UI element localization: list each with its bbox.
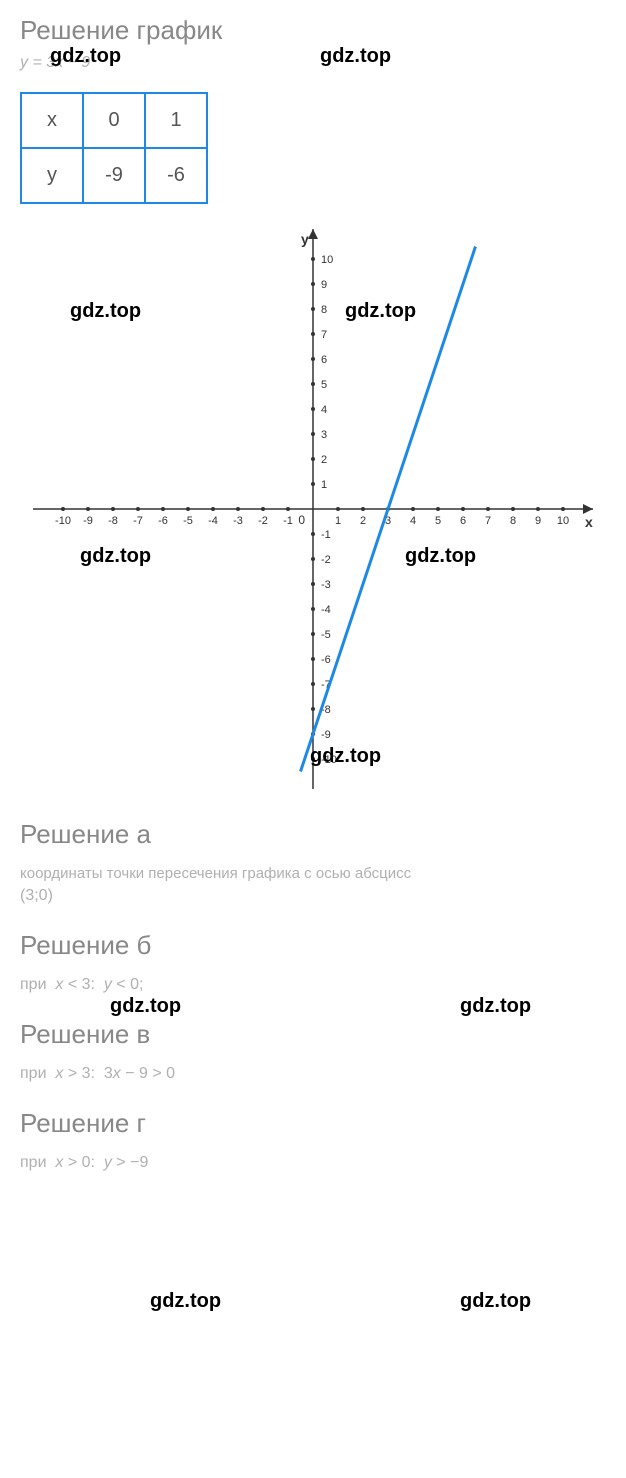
watermark: gdz.top <box>150 1290 221 1313</box>
solution-a-text: координаты точки пересечения графика с о… <box>20 865 606 882</box>
solution-g-heading: Решение г <box>20 1108 606 1139</box>
svg-text:8: 8 <box>510 515 516 527</box>
svg-text:-6: -6 <box>158 515 168 527</box>
svg-text:8: 8 <box>321 304 327 316</box>
svg-text:2: 2 <box>360 515 366 527</box>
svg-text:-8: -8 <box>108 515 118 527</box>
svg-text:1: 1 <box>321 479 327 491</box>
svg-text:4: 4 <box>321 404 327 416</box>
table-cell: 1 <box>145 93 207 148</box>
svg-text:0: 0 <box>298 513 305 527</box>
svg-text:-1: -1 <box>321 529 331 541</box>
svg-text:7: 7 <box>321 329 327 341</box>
svg-text:-3: -3 <box>321 579 331 591</box>
solution-v-text: при x > 3: 3x − 9 > 0 <box>20 1065 606 1083</box>
svg-text:x: x <box>585 514 593 530</box>
line-chart: -10-9-8-7-6-5-4-3-2-112345678910-10-9-8-… <box>33 229 593 789</box>
watermark: gdz.top <box>460 1290 531 1313</box>
solution-a-value: (3;0) <box>20 887 606 905</box>
svg-text:6: 6 <box>460 515 466 527</box>
svg-text:6: 6 <box>321 354 327 366</box>
svg-text:5: 5 <box>435 515 441 527</box>
table-cell: -9 <box>83 148 145 203</box>
svg-text:10: 10 <box>321 254 333 266</box>
solution-a-heading: Решение а <box>20 819 606 850</box>
svg-text:10: 10 <box>557 515 569 527</box>
svg-text:-2: -2 <box>321 554 331 566</box>
svg-text:9: 9 <box>535 515 541 527</box>
svg-text:4: 4 <box>410 515 416 527</box>
svg-text:7: 7 <box>485 515 491 527</box>
svg-text:y: y <box>301 231 309 247</box>
equation-text: y = 3x − 9 <box>20 54 606 72</box>
svg-text:-4: -4 <box>208 515 218 527</box>
svg-text:9: 9 <box>321 279 327 291</box>
svg-text:-2: -2 <box>258 515 268 527</box>
svg-text:1: 1 <box>335 515 341 527</box>
svg-text:-5: -5 <box>321 629 331 641</box>
svg-text:3: 3 <box>321 429 327 441</box>
solution-b-text: при x < 3: y < 0; <box>20 976 606 994</box>
svg-text:-10: -10 <box>321 754 337 766</box>
solution-v-heading: Решение в <box>20 1019 606 1050</box>
svg-text:-3: -3 <box>233 515 243 527</box>
table-cell: 0 <box>83 93 145 148</box>
xy-table: x 0 1 y -9 -6 <box>20 92 208 204</box>
svg-text:2: 2 <box>321 454 327 466</box>
svg-text:-9: -9 <box>321 729 331 741</box>
table-cell: y <box>21 148 83 203</box>
svg-text:-4: -4 <box>321 604 331 616</box>
svg-text:-7: -7 <box>133 515 143 527</box>
solution-g-text: при x > 0: y > −9 <box>20 1154 606 1172</box>
svg-text:5: 5 <box>321 379 327 391</box>
table-cell: -6 <box>145 148 207 203</box>
svg-text:-5: -5 <box>183 515 193 527</box>
solution-b-heading: Решение б <box>20 930 606 961</box>
svg-text:-6: -6 <box>321 654 331 666</box>
table-cell: x <box>21 93 83 148</box>
svg-text:-10: -10 <box>55 515 71 527</box>
svg-text:-9: -9 <box>83 515 93 527</box>
svg-text:-1: -1 <box>283 515 293 527</box>
main-heading: Решение график <box>20 15 606 46</box>
